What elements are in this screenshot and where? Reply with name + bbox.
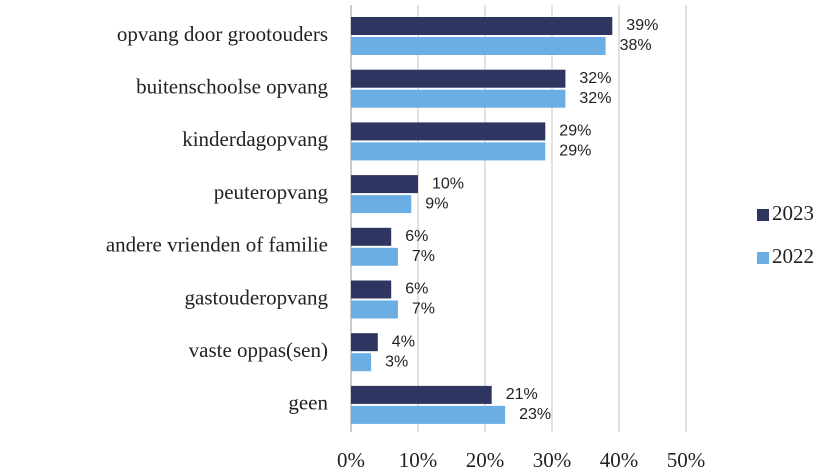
bar — [351, 142, 546, 161]
bar — [351, 122, 546, 141]
data-label: 6% — [405, 228, 428, 245]
data-label: 3% — [385, 353, 408, 370]
data-label: 38% — [620, 37, 652, 54]
data-label: 7% — [412, 301, 435, 318]
bar — [351, 227, 392, 246]
y-tick-label: opvang door grootouders — [117, 22, 328, 46]
x-tick-label: 0% — [337, 448, 365, 472]
data-label: 7% — [412, 248, 435, 265]
bar — [351, 175, 418, 194]
bar — [351, 333, 378, 352]
legend-label: 2022 — [772, 244, 814, 268]
x-tick-label: 20% — [466, 448, 505, 472]
bar — [351, 353, 372, 372]
data-label: 21% — [506, 386, 538, 403]
bar — [351, 195, 412, 214]
bar — [351, 17, 613, 35]
x-tick-label: 50% — [667, 448, 706, 472]
y-tick-label: andere vrienden of familie — [106, 233, 328, 257]
legend-swatch — [757, 252, 769, 264]
y-tick-label: gastouderopvang — [185, 285, 329, 309]
legend-label: 2023 — [772, 201, 814, 225]
data-label: 39% — [626, 17, 658, 34]
bar — [351, 89, 566, 108]
data-label: 29% — [559, 123, 591, 140]
bar — [351, 300, 398, 319]
y-tick-label: geen — [288, 391, 328, 415]
y-tick-label: buitenschoolse opvang — [136, 75, 328, 99]
data-label: 9% — [425, 195, 448, 212]
legend-swatch — [757, 209, 769, 221]
y-tick-label: peuteropvang — [214, 180, 329, 204]
bar — [351, 405, 506, 424]
data-label: 32% — [579, 90, 611, 107]
data-label: 4% — [392, 333, 415, 350]
x-tick-label: 30% — [533, 448, 572, 472]
data-label: 29% — [559, 143, 591, 160]
bar — [351, 69, 566, 88]
x-tick-label: 10% — [399, 448, 438, 472]
bar — [351, 385, 492, 404]
bar — [351, 247, 398, 266]
y-tick-label: vaste oppas(sen) — [189, 338, 328, 362]
y-tick-label: kinderdagopvang — [182, 127, 328, 151]
data-label: 23% — [519, 406, 551, 423]
data-label: 32% — [579, 70, 611, 87]
data-label: 10% — [432, 175, 464, 192]
bar — [351, 37, 606, 55]
data-label: 6% — [405, 281, 428, 298]
bar — [351, 280, 392, 299]
x-tick-label: 40% — [600, 448, 639, 472]
